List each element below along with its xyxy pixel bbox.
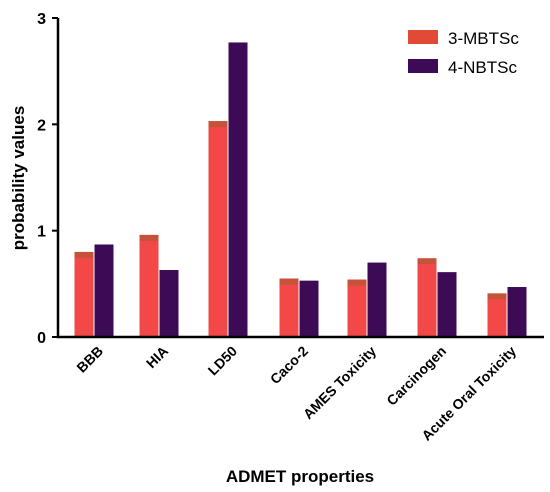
x-category-label-caco-2: Caco-2 (267, 343, 311, 387)
legend: 3-MBTSc 4-NBTSc (408, 29, 519, 77)
bars-layer (74, 42, 527, 337)
y-tick-label: 3 (37, 11, 46, 28)
bar-4-nbtsc-hia (159, 270, 179, 337)
y-tick-label: 0 (37, 330, 46, 347)
y-tick-label: 2 (37, 117, 46, 134)
bar-3-mbtsc-ames-toxicity (347, 279, 367, 337)
bar-3-mbtsc-carcinogen (417, 258, 437, 337)
x-category-label-ld50: LD50 (205, 343, 241, 379)
bar-3-mbtsc-acute-oral-toxicity (487, 293, 507, 337)
bar-4-nbtsc-ld50 (228, 42, 248, 337)
bar-cap-3-mbtsc-hia (139, 234, 159, 241)
axes-layer (56, 18, 544, 339)
bar-4-nbtsc-carcinogen (437, 272, 457, 337)
bar-cap-3-mbtsc-caco-2 (279, 278, 299, 285)
bar-3-mbtsc-bbb (74, 251, 94, 337)
x-category-label-ames-toxicity: AMES Toxicity (300, 343, 379, 422)
y-tick-label: 1 (37, 224, 46, 241)
x-axis-title: ADMET properties (226, 467, 374, 486)
bar-4-nbtsc-acute-oral-toxicity (507, 287, 527, 337)
bar-3-mbtsc-ld50 (208, 121, 228, 337)
bar-4-nbtsc-caco-2 (299, 280, 319, 337)
bar-3-mbtsc-caco-2 (279, 278, 299, 337)
legend-swatch-4-nbtsc (408, 59, 438, 73)
bar-cap-3-mbtsc-carcinogen (417, 258, 437, 265)
bar-cap-3-mbtsc-bbb (74, 251, 94, 258)
bar-cap-3-mbtsc-ames-toxicity (347, 279, 367, 286)
bar-cap-3-mbtsc-ld50 (208, 121, 228, 128)
y-axis-title: probability values (9, 106, 28, 251)
x-category-label-hia: HIA (143, 343, 171, 371)
bar-3-mbtsc-hia (139, 234, 159, 337)
bar-4-nbtsc-bbb (94, 244, 114, 337)
legend-label-4-nbtsc: 4-NBTSc (448, 58, 517, 77)
bar-cap-3-mbtsc-acute-oral-toxicity (487, 293, 507, 300)
legend-swatch-3-mbtsc (408, 30, 438, 44)
bar-4-nbtsc-ames-toxicity (367, 262, 387, 337)
x-category-label-bbb: BBB (73, 343, 106, 376)
y-ticks: 0 1 2 3 (37, 11, 58, 347)
x-category-label-carcinogen: Carcinogen (383, 343, 449, 409)
legend-label-3-mbtsc: 3-MBTSc (448, 29, 519, 48)
